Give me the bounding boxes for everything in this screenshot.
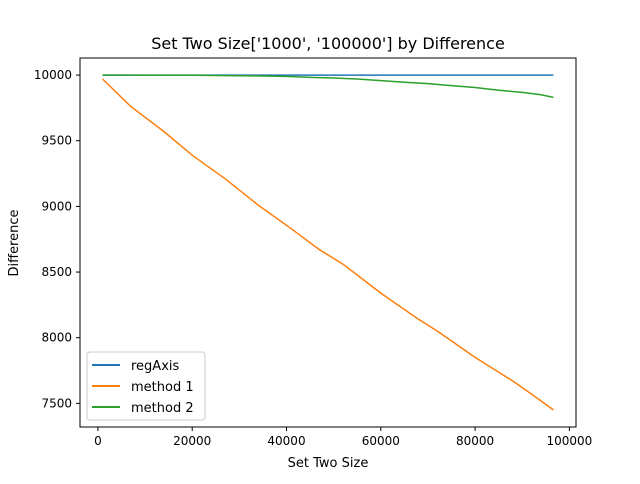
chart-title: Set Two Size['1000', '100000'] by Differ…: [151, 34, 505, 53]
series-line-method-1: [102, 78, 554, 411]
y-tick-label: 8000: [41, 331, 72, 345]
legend-label-method-1: method 1: [131, 380, 194, 395]
series-lines: [102, 74, 554, 411]
x-tick-label: 80000: [456, 434, 494, 448]
x-tick-label: 100000: [546, 434, 592, 448]
y-tick-label: 7500: [41, 396, 72, 410]
legend-label-regaxis: regAxis: [131, 359, 180, 374]
y-tick-label: 9000: [41, 199, 72, 213]
plot-frame: [79, 57, 577, 428]
x-tick-label: 40000: [267, 434, 305, 448]
y-tick-label: 9500: [41, 134, 72, 148]
y-axis-ticks: 7500 8000 8500 9000 9500 10000: [34, 68, 80, 410]
legend-label-method-2: method 2: [131, 401, 194, 416]
y-tick-label: 8500: [41, 265, 72, 279]
y-tick-label: 10000: [34, 68, 72, 82]
x-tick-label: 0: [94, 434, 102, 448]
legend-box: [86, 351, 206, 421]
series-line-method-2: [102, 74, 554, 99]
legend: regAxis method 1 method 2: [86, 351, 206, 421]
x-tick-label: 20000: [173, 434, 211, 448]
y-axis-label: Difference: [7, 209, 22, 276]
x-axis-label: Set Two Size: [288, 456, 369, 471]
x-tick-label: 60000: [362, 434, 400, 448]
x-axis-ticks: 0 20000 40000 60000 80000 100000: [94, 427, 592, 448]
